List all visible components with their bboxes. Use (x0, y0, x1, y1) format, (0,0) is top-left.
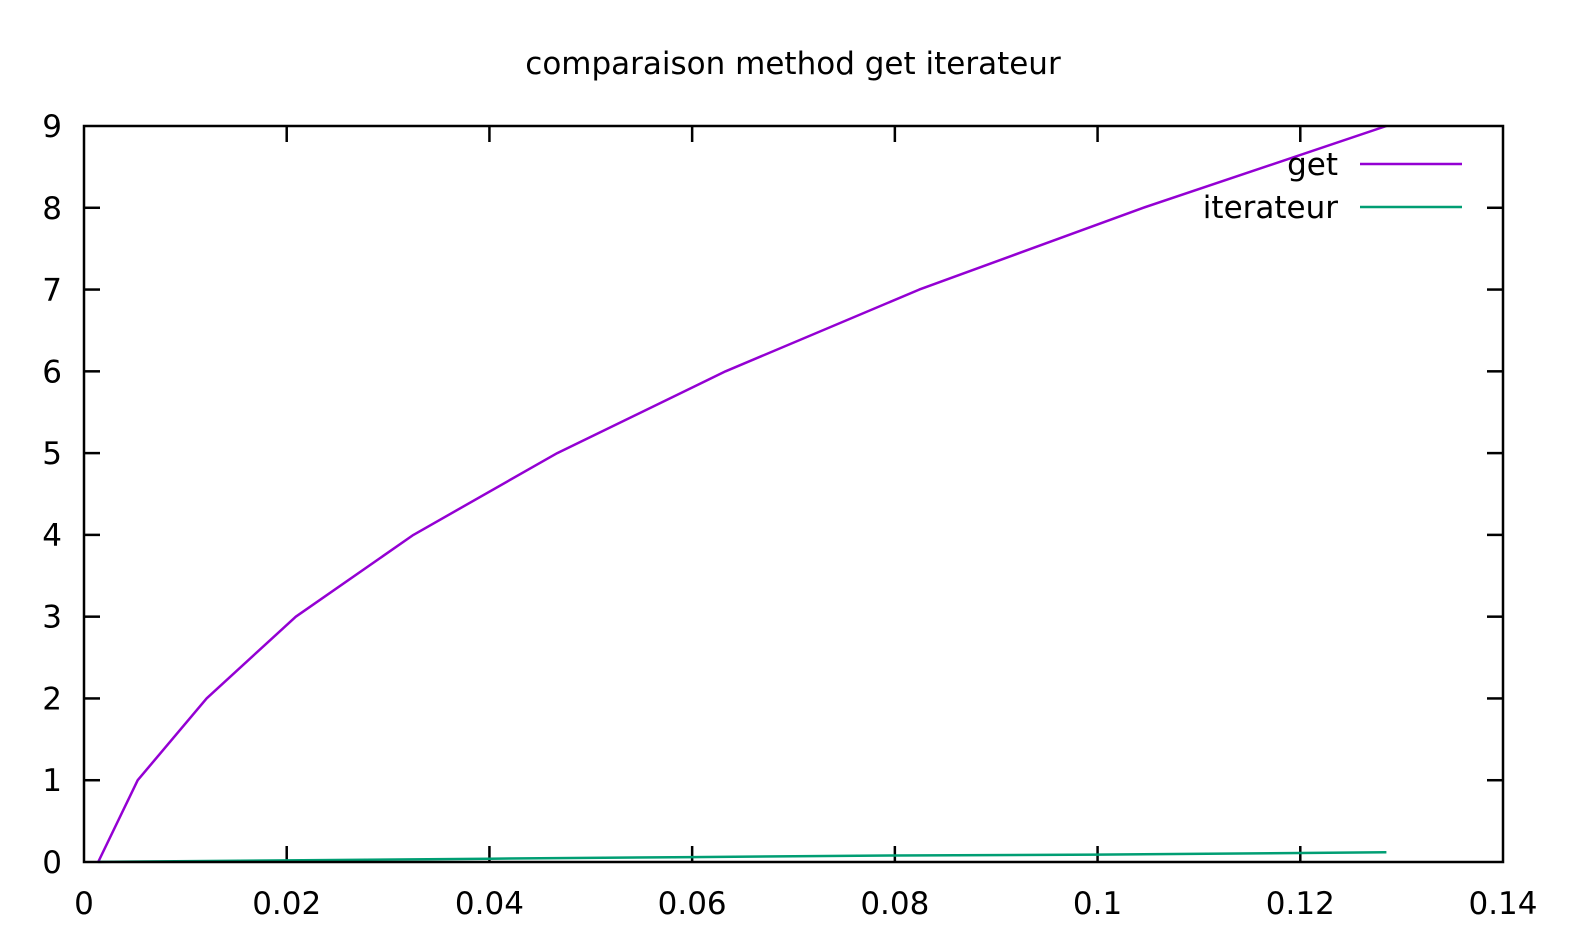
x-tick-label: 0 (74, 886, 94, 922)
y-tick-label: 0 (42, 845, 62, 881)
legend: get iterateur (1203, 147, 1462, 226)
y-tick-label: 7 (42, 273, 62, 309)
y-tick-label: 1 (42, 763, 62, 799)
x-tick-label: 0.14 (1468, 886, 1537, 922)
y-tick-label: 5 (42, 436, 62, 472)
axes: 0 0.02 0.04 0.06 0.08 0.1 0.12 0.14 0 1 2 3 4 5 6 7 8 9 (42, 109, 1537, 922)
series-line-iterateur (98, 850, 1387, 864)
y-tick-label: 2 (42, 681, 62, 717)
x-tick-label: 0.1 (1073, 886, 1122, 922)
x-tick-label: 0.02 (252, 886, 321, 922)
x-tick-label: 0.08 (860, 886, 929, 922)
plot-frame (82, 124, 1505, 864)
series-line-get (97, 124, 1387, 863)
series-layer (97, 124, 1387, 864)
chart-title: comparaison method get iterateur (525, 46, 1061, 82)
y-tick-label: 3 (42, 600, 62, 636)
x-tick-label: 0.06 (658, 886, 727, 922)
y-tick-label: 4 (42, 518, 62, 554)
x-tick-label: 0.12 (1266, 886, 1335, 922)
legend-label-iterateur: iterateur (1203, 190, 1338, 226)
y-tick-label: 9 (42, 109, 62, 145)
y-tick-label: 8 (42, 191, 62, 227)
x-tick-label: 0.04 (455, 886, 524, 922)
legend-label-get: get (1287, 147, 1338, 183)
y-tick-label: 6 (42, 354, 62, 390)
